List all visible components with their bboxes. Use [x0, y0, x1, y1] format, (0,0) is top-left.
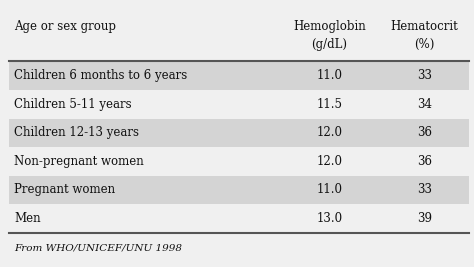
- Bar: [9, 204, 469, 233]
- Text: 33: 33: [417, 183, 432, 197]
- Text: 13.0: 13.0: [316, 212, 343, 225]
- Text: (%): (%): [414, 38, 434, 50]
- Text: Men: Men: [14, 212, 41, 225]
- Bar: [9, 147, 469, 176]
- Text: 11.0: 11.0: [317, 183, 342, 197]
- Text: Non-pregnant women: Non-pregnant women: [14, 155, 144, 168]
- Bar: [9, 61, 469, 90]
- Text: From WHO/UNICEF/UNU 1998: From WHO/UNICEF/UNU 1998: [14, 243, 182, 252]
- Text: 34: 34: [417, 98, 432, 111]
- Text: Pregnant women: Pregnant women: [14, 183, 115, 197]
- Bar: [9, 176, 469, 204]
- Text: 12.0: 12.0: [317, 126, 342, 139]
- Text: 39: 39: [417, 212, 432, 225]
- Text: 33: 33: [417, 69, 432, 82]
- Text: Hematocrit: Hematocrit: [391, 20, 458, 33]
- Text: Hemoglobin: Hemoglobin: [293, 20, 366, 33]
- Text: Children 6 months to 6 years: Children 6 months to 6 years: [14, 69, 188, 82]
- Text: 36: 36: [417, 155, 432, 168]
- Text: 12.0: 12.0: [317, 155, 342, 168]
- Text: Children 12-13 years: Children 12-13 years: [14, 126, 139, 139]
- Text: 11.0: 11.0: [317, 69, 342, 82]
- Text: 36: 36: [417, 126, 432, 139]
- Text: (g/dL): (g/dL): [311, 38, 347, 50]
- Text: Children 5-11 years: Children 5-11 years: [14, 98, 132, 111]
- Bar: [9, 90, 469, 119]
- Text: 11.5: 11.5: [317, 98, 342, 111]
- Bar: [9, 119, 469, 147]
- Text: Age or sex group: Age or sex group: [14, 20, 116, 33]
